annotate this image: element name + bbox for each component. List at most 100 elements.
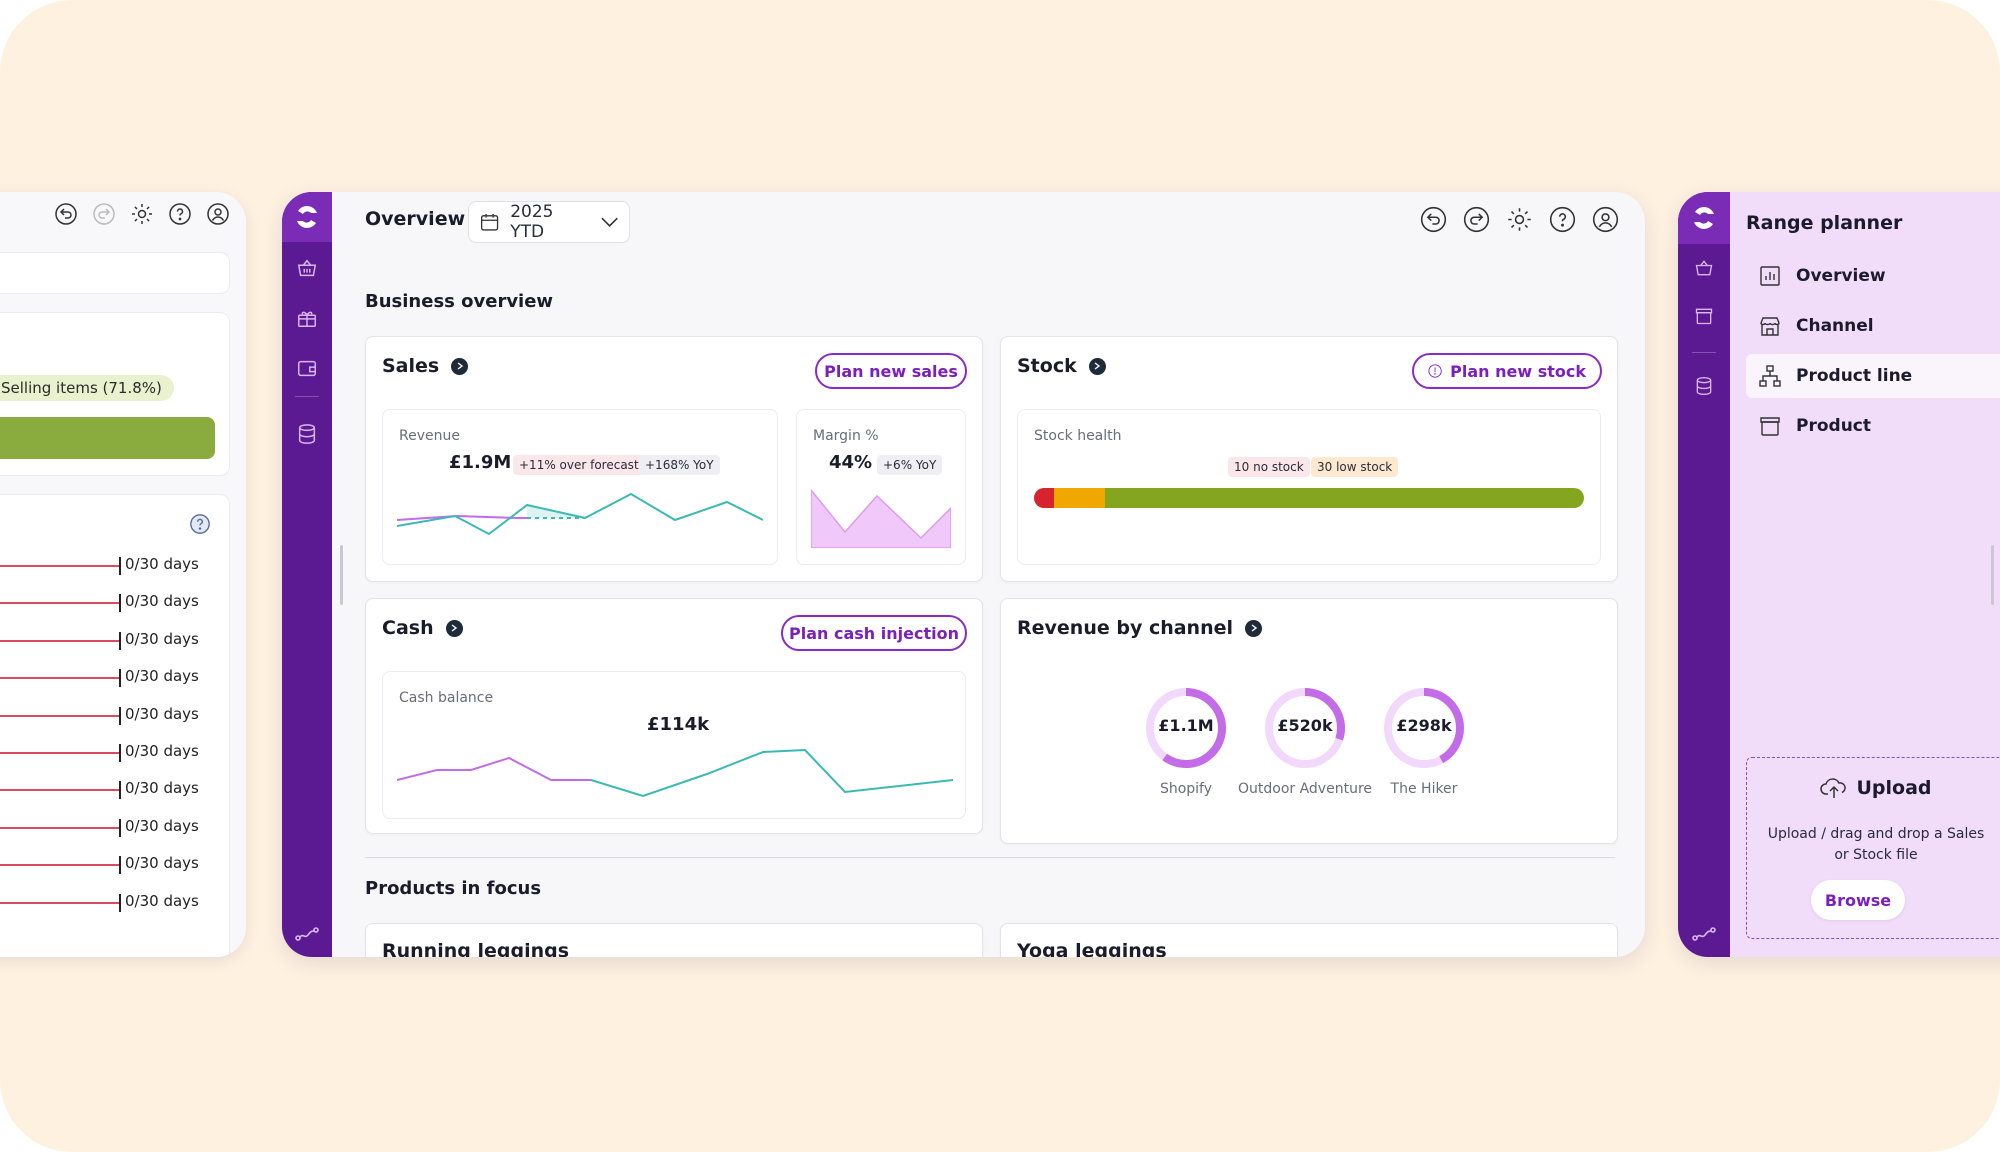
upload-cloud-icon [1820,776,1848,800]
revenue-by-channel-card: Revenue by channel £1.1M Shopify £520k Outd… [1000,598,1618,844]
main-toolbar [1420,206,1619,233]
plan-cash-injection-button[interactable]: Plan cash injection [781,615,967,651]
help-icon[interactable] [1549,206,1576,233]
revenue-forecast-tag: +11% over forecast [513,455,645,475]
no-stock-tag: 10 no stock [1228,457,1310,477]
days-line [0,677,119,679]
account-icon[interactable] [1592,206,1619,233]
days-line [0,789,119,791]
days-label: 0/30 days [125,817,199,835]
database-icon[interactable] [295,422,319,446]
database-icon[interactable] [1692,374,1716,398]
basket-icon[interactable] [295,256,319,280]
days-marker [119,894,121,912]
days-marker [119,707,121,725]
revenue-panel: Revenue £1.9M +11% over forecast +168% Y… [382,409,778,565]
products-in-focus-heading: Products in focus [365,878,541,899]
help-icon[interactable] [168,202,192,226]
help-icon[interactable] [189,513,211,535]
margin-panel: Margin % 44% +6% YoY [796,409,966,565]
nav-item-overview[interactable]: Overview [1746,254,2000,298]
stock-card: Stock Plan new stock Stock health 10 no … [1000,336,1618,582]
cash-balance-label: Cash balance [399,690,493,706]
channel-value: £298k [1381,716,1467,735]
stock-title-text: Stock [1017,355,1077,377]
margin-value: 44% [829,452,872,473]
margin-label: Margin % [813,428,879,444]
info-icon[interactable] [446,620,463,637]
cash-card: Cash Plan cash injection Cash balance £1… [365,598,983,834]
resize-handle[interactable] [1991,545,1994,605]
days-line [0,864,119,866]
nav-item-product-line[interactable]: Product line [1746,354,2000,398]
sales-title-text: Sales [382,355,439,377]
days-line [0,602,119,604]
rail-divider [295,396,319,397]
trend-icon[interactable] [295,922,319,946]
nav-item-label: Product [1796,416,1871,436]
basket-icon[interactable] [1692,256,1716,280]
settings-icon[interactable] [1506,206,1533,233]
revenue-label: Revenue [399,428,460,444]
redo-icon[interactable] [1463,206,1490,233]
days-row: 0/30 days [0,813,231,843]
stock-title: Stock [1017,355,1106,377]
days-line [0,752,119,754]
nav-item-label: Overview [1796,266,1886,286]
main-app-window: Overview 2025 YTD Business overview Sale… [282,192,1645,957]
upload-dropzone[interactable]: Upload Upload / drag and drop a Sales or… [1746,757,2000,939]
info-icon[interactable] [1089,358,1106,375]
info-icon[interactable] [451,358,468,375]
days-marker [119,669,121,687]
app-logo-icon[interactable] [282,192,332,242]
resize-handle[interactable] [340,545,343,605]
plan-new-stock-button[interactable]: Plan new stock [1412,353,1602,389]
cash-balance-value: £114k [647,714,709,735]
undo-icon[interactable] [1420,206,1447,233]
days-row: 0/30 days [0,701,231,731]
nav-item-product[interactable]: Product [1746,404,2000,448]
settings-icon[interactable] [130,202,154,226]
app-logo-icon[interactable] [1678,192,1730,244]
range-planner-nav-rail [1678,192,1730,957]
days-marker [119,594,121,612]
days-label: 0/30 days [125,667,199,685]
product-title: Running leggings [382,940,569,957]
days-label: 0/30 days [125,779,199,797]
days-line [0,715,119,717]
days-label: 0/30 days [125,854,199,872]
channel-value: £1.1M [1143,716,1229,735]
days-line [0,827,119,829]
left-search-bar[interactable] [0,252,230,294]
cash-title: Cash [382,617,463,639]
channel-name: The Hiker [1354,781,1494,797]
product-card[interactable]: Yoga leggings [1000,923,1618,957]
product-card[interactable]: Running leggings [365,923,983,957]
nav-item-label: Product line [1796,366,1912,386]
date-range-select[interactable]: 2025 YTD [468,201,630,243]
account-icon[interactable] [206,202,230,226]
days-label: 0/30 days [125,592,199,610]
selling-items-pill: Selling items (71.8%) [0,375,174,401]
info-icon[interactable] [1245,620,1262,637]
redo-icon[interactable] [92,202,116,226]
days-line [0,902,119,904]
wallet-icon[interactable] [295,356,319,380]
days-marker [119,856,121,874]
upload-title: Upload [1856,777,1931,799]
trend-icon[interactable] [1692,922,1716,946]
stock-health-segment [1034,488,1054,508]
plan-new-sales-button[interactable]: Plan new sales [815,353,967,389]
browse-button[interactable]: Browse [1811,880,1905,920]
nav-item-channel[interactable]: Channel [1746,304,2000,348]
undo-icon[interactable] [54,202,78,226]
channel-donut: £1.1M [1143,685,1229,771]
plan-new-stock-label: Plan new stock [1450,362,1586,381]
gift-icon[interactable] [295,306,319,330]
revenue-yoy-tag: +168% YoY [639,455,720,475]
chevron-down-icon [600,216,619,228]
box-icon[interactable] [1692,304,1716,328]
upload-instructions: Upload / drag and drop a Sales or Stock … [1761,824,1991,866]
section-divider [365,857,1615,858]
days-marker [119,557,121,575]
